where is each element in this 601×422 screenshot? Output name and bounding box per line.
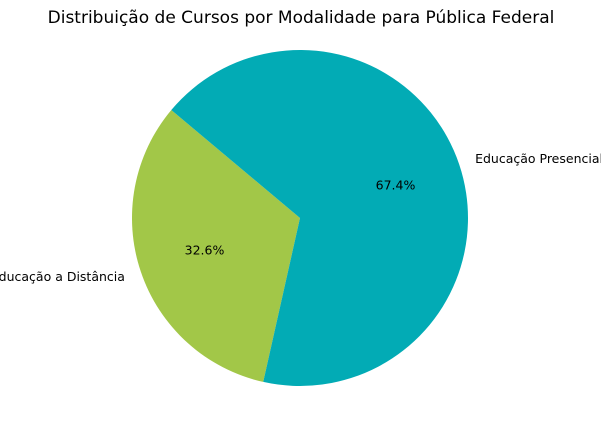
pie-slices [131,49,468,386]
pie-labels: Educação a Distância 32.6% Educação Presen… [0,151,601,284]
pie-slice-1 [171,49,468,386]
slice-pct-label-1: 67.4% [376,178,416,193]
chart-title: Distribuição de Cursos por Modalidade pa… [48,8,555,28]
pie-slice-0 [131,110,300,382]
slice-pct-label-0: 32.6% [185,242,225,257]
slice-label-1: Educação Presencial [475,151,601,166]
slice-label-0: Educação a Distância [0,269,125,284]
